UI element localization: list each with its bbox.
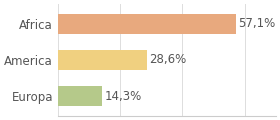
Text: 57,1%: 57,1% bbox=[238, 18, 276, 30]
Bar bbox=[58, 86, 102, 106]
Text: 28,6%: 28,6% bbox=[149, 54, 186, 66]
Bar bbox=[58, 14, 236, 34]
Bar bbox=[58, 50, 147, 70]
Text: 14,3%: 14,3% bbox=[105, 90, 142, 102]
